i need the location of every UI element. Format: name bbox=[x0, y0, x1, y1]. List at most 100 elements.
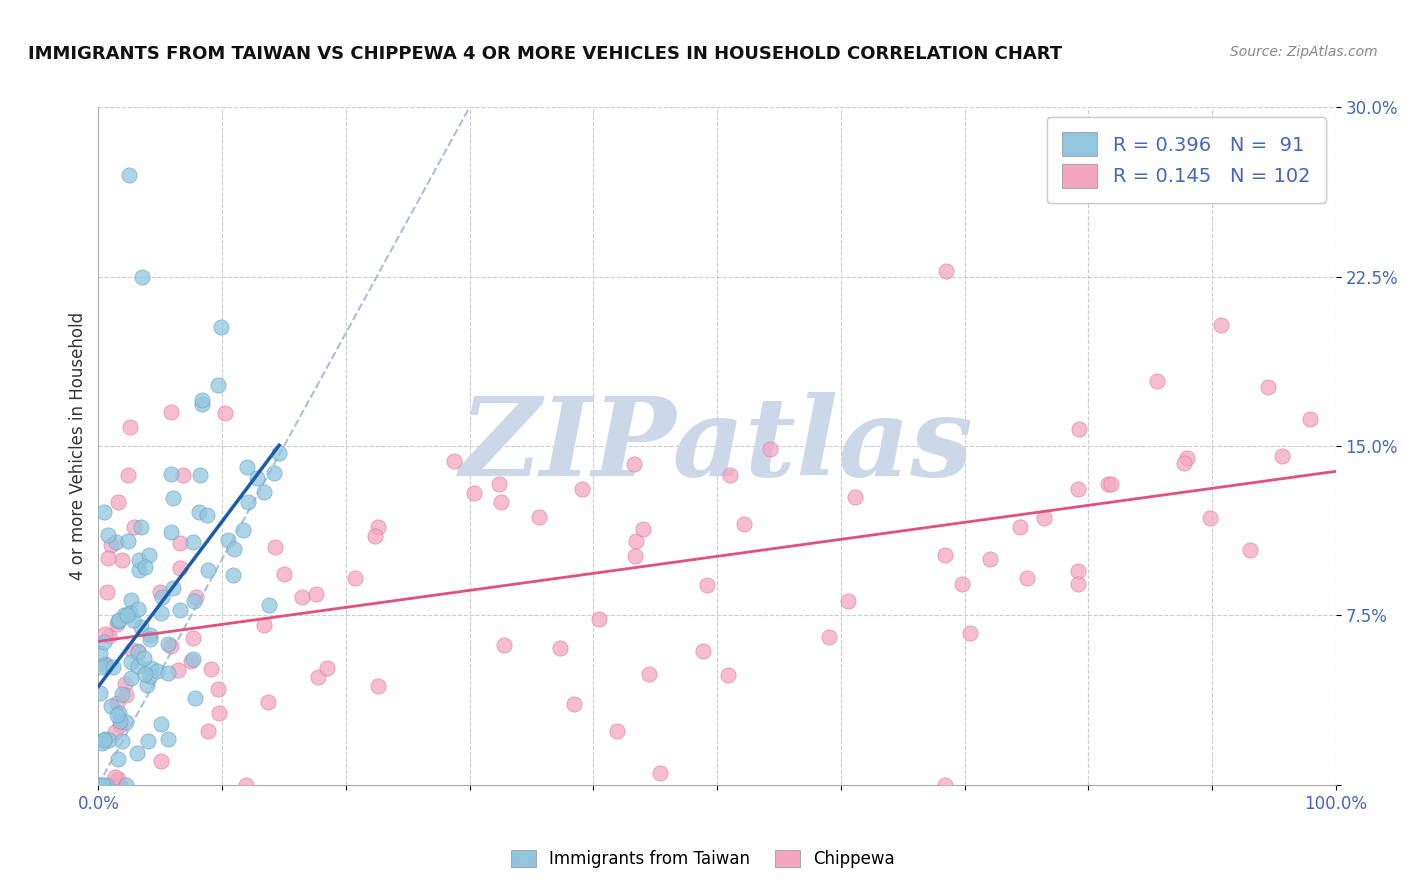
Point bbox=[1010, 520, 1032, 534]
Point bbox=[256, 695, 278, 709]
Point bbox=[605, 724, 627, 739]
Point bbox=[733, 517, 755, 532]
Point bbox=[94, 658, 117, 673]
Point bbox=[139, 632, 162, 646]
Point bbox=[107, 772, 129, 787]
Point bbox=[108, 706, 131, 721]
Point bbox=[97, 528, 120, 542]
Point bbox=[107, 752, 129, 766]
Point bbox=[97, 550, 120, 565]
Point bbox=[157, 732, 180, 747]
Point bbox=[631, 522, 654, 536]
Point bbox=[89, 646, 111, 660]
Point bbox=[492, 638, 515, 652]
Point bbox=[127, 601, 149, 615]
Point bbox=[105, 535, 128, 549]
Point bbox=[93, 733, 115, 747]
Point bbox=[463, 486, 485, 500]
Point bbox=[138, 548, 160, 562]
Point bbox=[367, 679, 389, 693]
Point bbox=[117, 468, 139, 483]
Point bbox=[160, 639, 183, 653]
Point bbox=[548, 641, 571, 656]
Point bbox=[169, 560, 191, 574]
Point bbox=[934, 549, 956, 563]
Point bbox=[129, 520, 152, 534]
Point bbox=[93, 731, 115, 746]
Point bbox=[100, 699, 122, 714]
Point bbox=[93, 657, 115, 671]
Point bbox=[105, 696, 128, 710]
Point bbox=[959, 626, 981, 640]
Point bbox=[94, 778, 117, 792]
Point bbox=[181, 632, 204, 646]
Point bbox=[111, 553, 134, 567]
Point bbox=[343, 571, 366, 585]
Point bbox=[167, 663, 190, 677]
Point bbox=[128, 552, 150, 566]
Point bbox=[367, 519, 389, 533]
Point bbox=[149, 584, 172, 599]
Point bbox=[650, 766, 672, 780]
Point bbox=[186, 591, 208, 605]
Point bbox=[104, 725, 127, 739]
Point bbox=[209, 320, 232, 334]
Point bbox=[115, 778, 138, 792]
Point bbox=[117, 534, 139, 549]
Point bbox=[120, 420, 142, 434]
Point bbox=[624, 534, 647, 549]
Legend: Immigrants from Taiwan, Chippewa: Immigrants from Taiwan, Chippewa bbox=[505, 843, 901, 875]
Point bbox=[304, 587, 326, 601]
Point bbox=[489, 494, 512, 508]
Point bbox=[139, 628, 162, 642]
Point bbox=[115, 608, 138, 623]
Point bbox=[1173, 456, 1195, 470]
Point bbox=[952, 576, 974, 591]
Point bbox=[222, 568, 245, 582]
Point bbox=[291, 591, 314, 605]
Point bbox=[159, 524, 181, 539]
Point bbox=[104, 771, 127, 785]
Point bbox=[562, 697, 585, 711]
Point bbox=[120, 606, 142, 620]
Point bbox=[1067, 565, 1090, 579]
Point bbox=[110, 778, 132, 792]
Point bbox=[110, 687, 132, 701]
Text: IMMIGRANTS FROM TAIWAN VS CHIPPEWA 4 OR MORE VEHICLES IN HOUSEHOLD CORRELATION C: IMMIGRANTS FROM TAIWAN VS CHIPPEWA 4 OR … bbox=[28, 45, 1063, 62]
Point bbox=[90, 736, 112, 750]
Point bbox=[443, 454, 465, 468]
Point bbox=[107, 707, 129, 722]
Point bbox=[146, 664, 169, 678]
Point bbox=[114, 677, 136, 691]
Point bbox=[156, 665, 179, 680]
Point bbox=[90, 660, 112, 674]
Point bbox=[246, 471, 269, 485]
Point bbox=[129, 620, 152, 634]
Point bbox=[93, 778, 115, 792]
Point bbox=[107, 614, 129, 628]
Point bbox=[1199, 511, 1222, 525]
Legend: R = 0.396   N =  91, R = 0.145   N = 102: R = 0.396 N = 91, R = 0.145 N = 102 bbox=[1047, 117, 1326, 203]
Point bbox=[150, 755, 173, 769]
Point bbox=[89, 778, 111, 792]
Point bbox=[183, 652, 205, 666]
Point bbox=[93, 506, 115, 520]
Point bbox=[190, 397, 212, 411]
Point bbox=[191, 393, 214, 408]
Point bbox=[120, 593, 142, 607]
Point bbox=[488, 477, 510, 491]
Point bbox=[157, 637, 180, 651]
Point bbox=[101, 660, 124, 674]
Point bbox=[273, 567, 295, 582]
Point bbox=[222, 542, 245, 557]
Point bbox=[134, 666, 156, 681]
Point bbox=[759, 442, 782, 456]
Point bbox=[89, 778, 111, 792]
Point bbox=[139, 669, 162, 683]
Point bbox=[1067, 577, 1090, 591]
Point bbox=[134, 559, 156, 574]
Point bbox=[253, 485, 276, 500]
Point bbox=[111, 733, 134, 747]
Point bbox=[571, 482, 593, 496]
Point bbox=[121, 643, 143, 657]
